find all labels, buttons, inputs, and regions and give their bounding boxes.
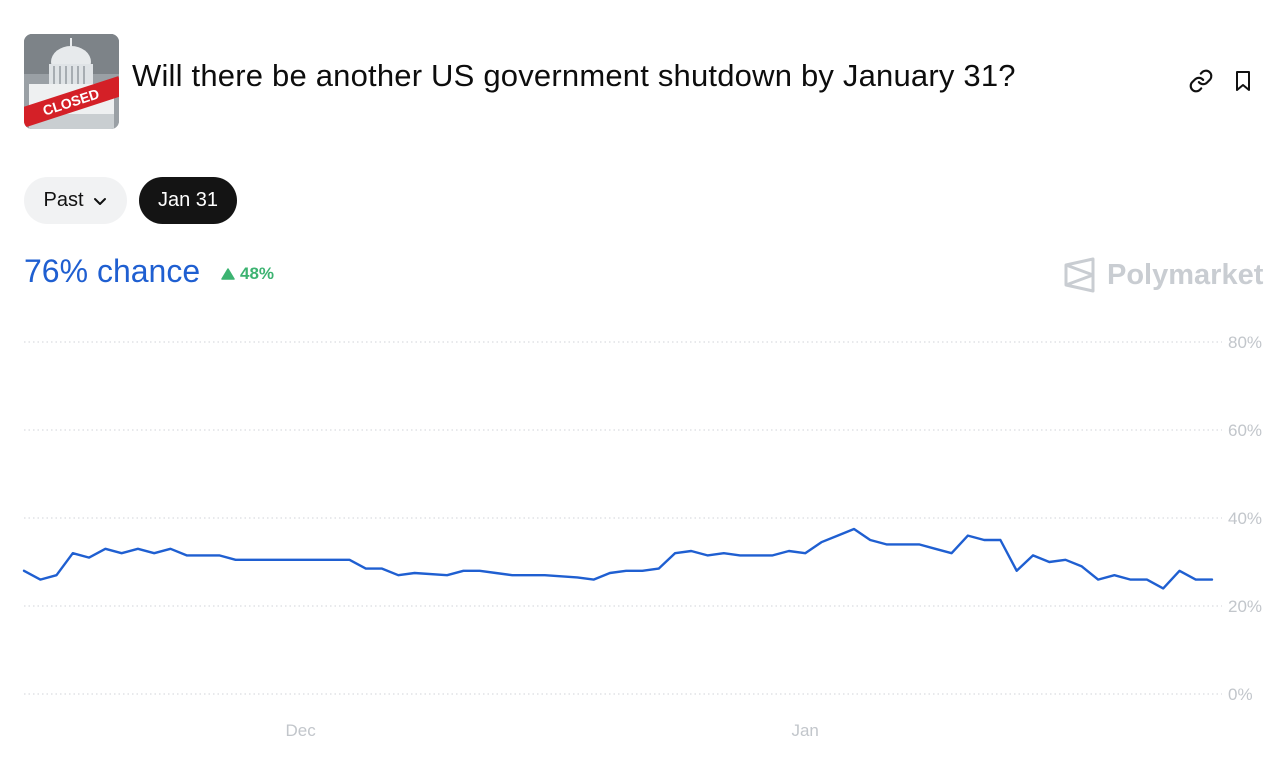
x-tick-label: Dec bbox=[286, 721, 317, 740]
change-badge: 48% bbox=[221, 264, 274, 284]
chance-value: 76% chance bbox=[24, 253, 201, 289]
y-tick-label: 0% bbox=[1228, 685, 1253, 704]
triangle-up-icon bbox=[221, 268, 235, 280]
change-value: 48% bbox=[240, 264, 275, 283]
bookmark-icon bbox=[1236, 71, 1250, 91]
brand-name: Polymarket bbox=[1107, 258, 1264, 291]
chevron-down-icon bbox=[93, 197, 106, 205]
past-dates-dropdown[interactable]: Past bbox=[24, 177, 127, 224]
probability-line bbox=[22, 527, 1214, 590]
bookmark-button[interactable] bbox=[1226, 64, 1260, 98]
brand-watermark: Polymarket bbox=[1063, 257, 1263, 293]
price-chart: 80% 60% 40% 20% 0% Dec Jan bbox=[22, 333, 1262, 740]
copy-link-button[interactable] bbox=[1184, 64, 1218, 98]
market-title: Will there be another US government shut… bbox=[132, 58, 1016, 93]
x-tick-label: Jan bbox=[791, 721, 818, 740]
y-tick-label: 80% bbox=[1228, 333, 1262, 352]
capitol-icon: CLOSED bbox=[24, 34, 119, 129]
y-tick-label: 40% bbox=[1228, 509, 1262, 528]
market-thumbnail: CLOSED bbox=[24, 34, 119, 129]
y-tick-label: 60% bbox=[1228, 421, 1262, 440]
y-tick-label: 20% bbox=[1228, 597, 1262, 616]
past-label: Past bbox=[43, 189, 84, 211]
link-icon bbox=[1189, 69, 1213, 93]
date-tab-jan-31[interactable]: Jan 31 bbox=[139, 177, 237, 224]
polymarket-logo-icon bbox=[1064, 257, 1095, 293]
